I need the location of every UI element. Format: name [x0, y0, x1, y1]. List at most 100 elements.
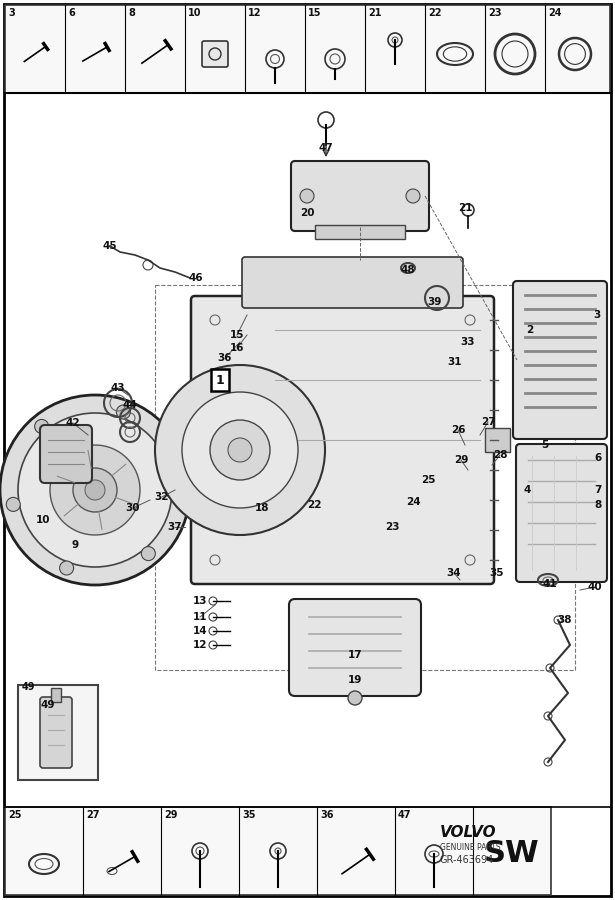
Text: 25: 25 [8, 810, 22, 820]
Text: 6: 6 [594, 453, 601, 463]
Circle shape [85, 480, 105, 500]
Circle shape [170, 469, 184, 482]
Circle shape [6, 498, 20, 511]
Text: 3: 3 [8, 8, 15, 18]
Circle shape [73, 468, 117, 512]
Text: 19: 19 [348, 675, 362, 685]
Text: 32: 32 [155, 492, 169, 502]
Text: 47: 47 [319, 143, 333, 153]
Text: 38: 38 [558, 615, 572, 625]
Circle shape [60, 561, 74, 575]
Text: 39: 39 [427, 297, 441, 307]
FancyBboxPatch shape [516, 444, 607, 582]
Text: 49: 49 [22, 682, 36, 692]
Text: 24: 24 [548, 8, 561, 18]
Circle shape [34, 419, 49, 434]
Circle shape [182, 392, 298, 508]
FancyBboxPatch shape [289, 599, 421, 696]
Text: VOLVO: VOLVO [440, 825, 497, 840]
Text: 24: 24 [406, 497, 420, 507]
Bar [51, 688, 61, 702]
Text: 22: 22 [307, 500, 321, 510]
FancyBboxPatch shape [291, 161, 429, 231]
Text: 6: 6 [68, 8, 75, 18]
FancyBboxPatch shape [40, 697, 72, 768]
Bar [315, 225, 405, 239]
Circle shape [116, 405, 130, 419]
Text: 28: 28 [493, 450, 507, 460]
Text: 16: 16 [230, 343, 244, 353]
Text: 1: 1 [216, 374, 224, 386]
Text: 10: 10 [36, 515, 50, 525]
Text: 27: 27 [481, 417, 495, 427]
Text: 21: 21 [458, 203, 472, 213]
Text: 4: 4 [523, 485, 531, 495]
FancyBboxPatch shape [191, 296, 494, 584]
FancyBboxPatch shape [202, 41, 228, 67]
FancyBboxPatch shape [513, 281, 607, 439]
Text: 17: 17 [347, 650, 362, 660]
Text: 25: 25 [421, 475, 435, 485]
Text: SW: SW [484, 839, 540, 868]
Text: 8: 8 [128, 8, 135, 18]
Text: 40: 40 [588, 582, 602, 592]
Text: 42: 42 [66, 418, 81, 428]
Circle shape [210, 420, 270, 480]
Text: 14: 14 [192, 626, 207, 636]
Text: 15: 15 [230, 330, 244, 340]
Bar [18, 685, 98, 780]
Text: 29: 29 [454, 455, 468, 465]
Circle shape [155, 365, 325, 535]
Text: 26: 26 [451, 425, 466, 435]
Text: 7: 7 [594, 485, 601, 495]
Text: 48: 48 [401, 265, 415, 275]
Circle shape [18, 413, 172, 567]
Text: 37: 37 [168, 522, 182, 532]
Text: 31: 31 [448, 357, 462, 367]
Text: 12: 12 [192, 640, 207, 650]
Text: 15: 15 [308, 8, 322, 18]
Text: 47: 47 [398, 810, 411, 820]
Text: 45: 45 [103, 241, 117, 251]
Text: 44: 44 [122, 400, 137, 410]
Text: GR-463694: GR-463694 [440, 855, 494, 865]
Text: 12: 12 [248, 8, 261, 18]
Bar [5, 807, 551, 895]
FancyBboxPatch shape [40, 425, 92, 483]
Text: 20: 20 [300, 208, 314, 218]
Text: 10: 10 [188, 8, 202, 18]
Text: 3: 3 [593, 310, 601, 320]
Text: 49: 49 [41, 700, 55, 710]
Circle shape [228, 438, 252, 462]
Text: 22: 22 [428, 8, 442, 18]
Circle shape [0, 395, 190, 585]
Text: 41: 41 [542, 579, 557, 589]
Bar [5, 5, 610, 93]
Text: 36: 36 [218, 353, 232, 363]
Text: 35: 35 [490, 568, 504, 578]
Text: 11: 11 [192, 612, 207, 622]
Circle shape [348, 691, 362, 705]
Text: 35: 35 [242, 810, 255, 820]
Bar [485, 428, 510, 452]
Text: 9: 9 [71, 540, 79, 550]
Text: 29: 29 [164, 810, 178, 820]
Circle shape [141, 546, 156, 561]
Text: 18: 18 [255, 503, 269, 513]
Text: 5: 5 [541, 440, 549, 450]
Text: 8: 8 [594, 500, 601, 510]
Text: 43: 43 [111, 383, 125, 393]
Text: 2: 2 [526, 325, 534, 335]
Text: 21: 21 [368, 8, 381, 18]
Text: 27: 27 [86, 810, 100, 820]
Text: 33: 33 [461, 337, 475, 347]
Circle shape [300, 189, 314, 203]
Bar [155, 285, 575, 670]
Text: 13: 13 [192, 596, 207, 606]
FancyBboxPatch shape [242, 257, 463, 308]
Text: 30: 30 [125, 503, 140, 513]
Text: 23: 23 [488, 8, 501, 18]
Text: 46: 46 [189, 273, 204, 283]
Text: 36: 36 [320, 810, 333, 820]
Circle shape [406, 189, 420, 203]
